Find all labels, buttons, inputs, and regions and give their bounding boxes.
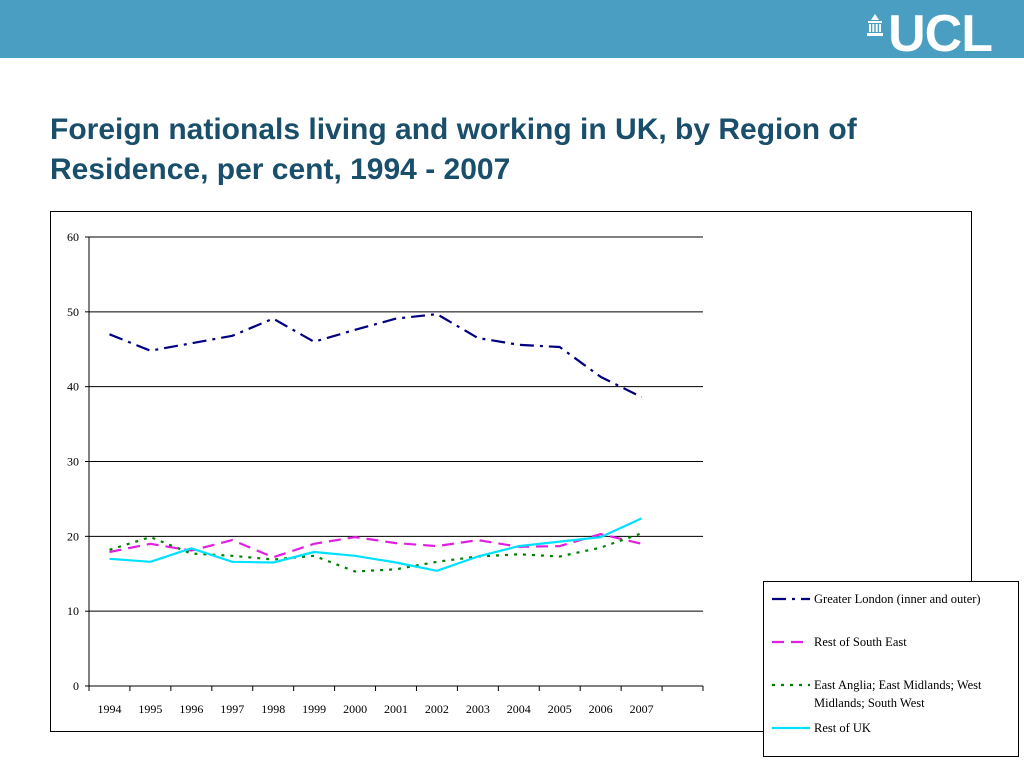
- x-tick-label: 2005: [548, 702, 572, 716]
- legend-label: Rest of UK: [814, 721, 871, 735]
- y-tick-label: 40: [67, 380, 79, 394]
- x-tick-label: 2003: [466, 702, 490, 716]
- x-tick-label: 1998: [261, 702, 285, 716]
- legend-swatch: [772, 726, 810, 730]
- x-tick-label: 2007: [630, 702, 654, 716]
- legend-swatch: [772, 597, 810, 601]
- logo-text: UCL: [888, 5, 993, 63]
- y-tick-label: 0: [73, 679, 79, 693]
- x-tick-label: 2006: [589, 702, 613, 716]
- x-tick-label: 1996: [179, 702, 203, 716]
- legend-item: Rest of South East: [770, 633, 1014, 651]
- x-tick-label: 1995: [138, 702, 162, 716]
- series-line-2: [109, 533, 642, 559]
- legend-swatch: [772, 640, 810, 644]
- header-bar: UCL: [0, 0, 1024, 63]
- x-tick-label: 2001: [384, 702, 408, 716]
- legend-item: Rest of UK: [770, 719, 1014, 737]
- legend-label: Greater London (inner and outer): [814, 592, 981, 606]
- line-chart: 0 10 20 30 40 50 60 1994 1995 1996 1997 1998 1999 200…: [67, 230, 704, 716]
- legend-label: East Anglia; East Midlands; West Midland…: [814, 678, 982, 710]
- y-tick-label: 20: [67, 529, 79, 543]
- series-line-1: [109, 312, 643, 399]
- legend-swatch: [772, 683, 810, 687]
- chart-frame: 0 10 20 30 40 50 60 1994 1995 1996 1997 1998 1999 200…: [50, 211, 1019, 757]
- x-tick-label: 2000: [343, 702, 367, 716]
- legend-label: Rest of South East: [814, 635, 907, 649]
- x-tick-label: 2004: [507, 702, 531, 716]
- y-tick-label: 10: [67, 604, 79, 618]
- legend-item: Greater London (inner and outer): [770, 590, 1014, 608]
- slide-title: Foreign nationals living and working in …: [50, 113, 857, 186]
- x-tick-label: 1994: [97, 702, 121, 716]
- series-line-4: [109, 517, 643, 572]
- series-line-3: [109, 532, 642, 573]
- ucl-logo: UCL: [866, 5, 993, 63]
- y-tick-label: 30: [67, 455, 79, 469]
- x-tick-label: 1997: [220, 702, 244, 716]
- y-tick-label: 50: [67, 305, 79, 319]
- portico-icon: [867, 14, 884, 36]
- y-tick-label: 60: [67, 230, 79, 244]
- x-tick-label: 1999: [302, 702, 326, 716]
- legend-item: East Anglia; East Midlands; West Midland…: [770, 676, 1014, 712]
- x-tick-label: 2002: [425, 702, 449, 716]
- chart-legend: Greater London (inner and outer) Rest of …: [763, 581, 1019, 757]
